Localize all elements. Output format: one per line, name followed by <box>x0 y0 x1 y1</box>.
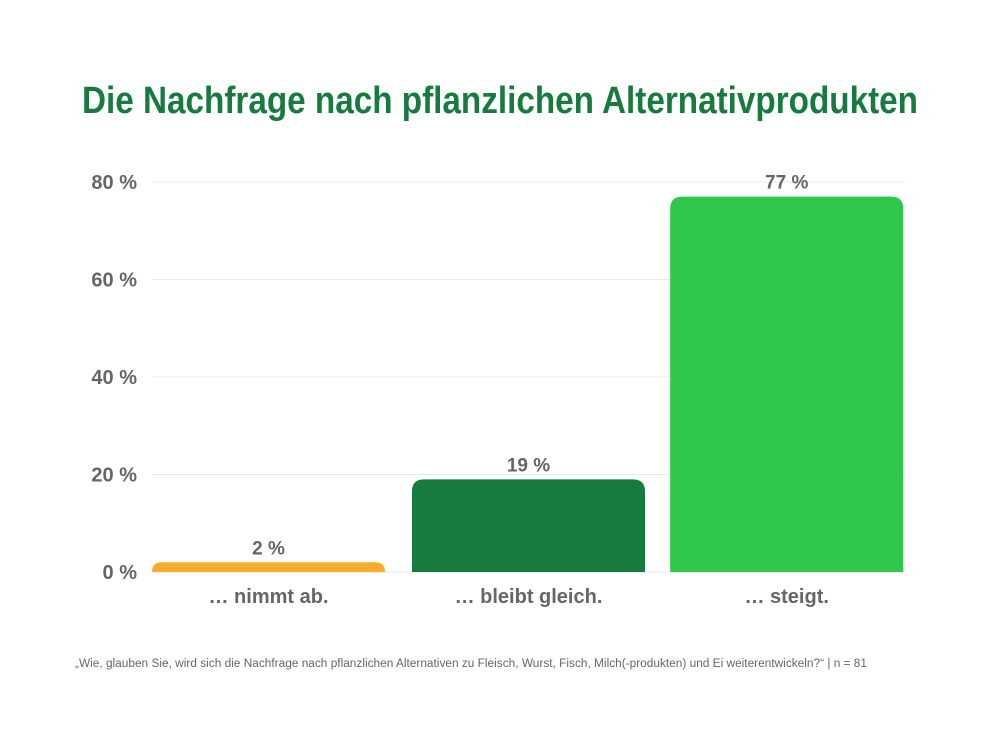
data-label: 19 % <box>507 455 550 476</box>
y-tick-label: 60 % <box>91 270 137 292</box>
y-tick-label: 40 % <box>91 367 137 389</box>
x-category-label: … nimmt ab. <box>208 586 328 608</box>
x-category-label: … bleibt gleich. <box>455 586 603 608</box>
data-label: 77 % <box>765 173 808 194</box>
x-axis-labels: … nimmt ab. … bleibt gleich. … steigt. <box>208 586 828 608</box>
bar-3 <box>670 196 904 572</box>
footnote: „Wie, glauben Sie, wird sich die Nachfra… <box>75 658 867 670</box>
y-tick-label: 0 % <box>103 562 138 584</box>
y-axis-ticks: 0 % 20 % 40 % 60 % 80 % <box>91 172 137 584</box>
data-label: 2 % <box>252 538 285 559</box>
y-tick-label: 20 % <box>91 465 137 487</box>
bar-2 <box>412 479 645 572</box>
y-tick-label: 80 % <box>91 172 137 194</box>
bars: 2 % 19 % 77 % <box>152 173 904 572</box>
chart-title: Die Nachfrage nach pflanzlichen Alternat… <box>82 80 918 122</box>
x-category-label: … steigt. <box>744 586 828 608</box>
bar-1 <box>152 562 385 572</box>
